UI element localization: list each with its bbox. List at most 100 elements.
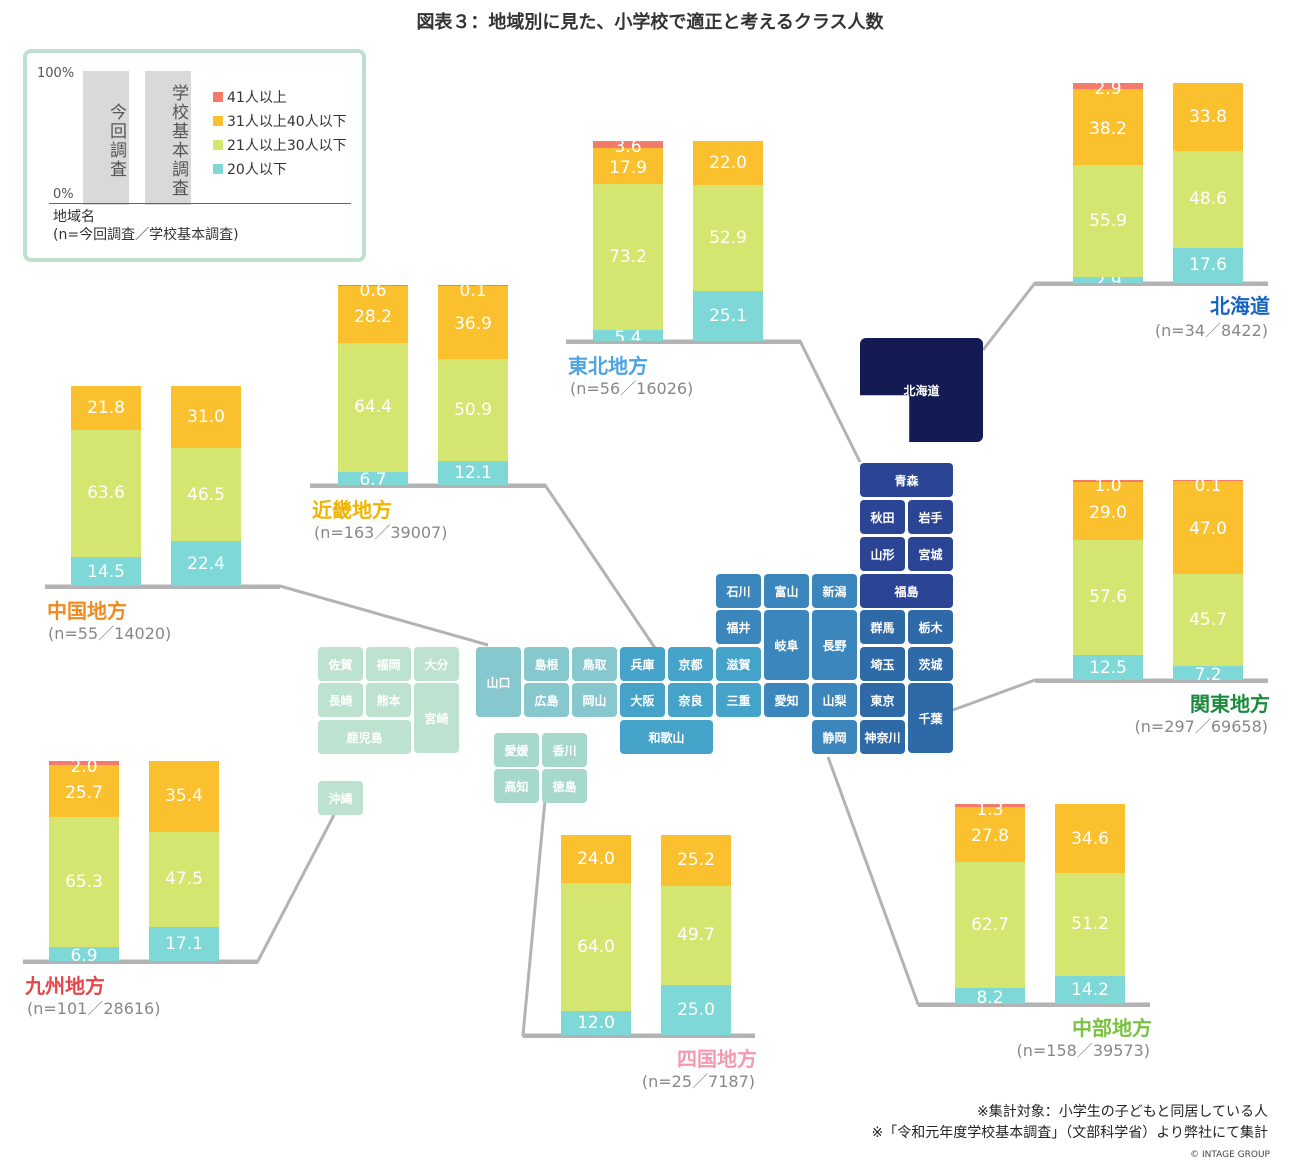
bar-segment — [1173, 665, 1243, 680]
pref-tile: 長野 — [812, 610, 857, 680]
data-label: 25.0 — [677, 1000, 715, 1020]
data-label: 12.5 — [1089, 657, 1127, 678]
pref-tile: 岡山 — [572, 683, 617, 717]
bar-segment — [661, 835, 731, 886]
bar-segment — [71, 386, 141, 430]
data-label: 52.9 — [709, 227, 747, 248]
bar-segment — [49, 761, 119, 766]
data-label: 45.7 — [1189, 609, 1227, 630]
legend-item-21-30: 21人以上30人以下 — [213, 137, 347, 155]
pref-tile: 広島 — [524, 683, 569, 717]
bar-segment — [593, 183, 663, 331]
pref-tile: 京都 — [668, 647, 713, 681]
data-label: 33.8 — [1189, 106, 1227, 127]
data-label: 73.2 — [609, 247, 647, 267]
data-label: 64.0 — [577, 937, 615, 957]
bar-segment — [1073, 89, 1143, 166]
pref-tile: 茨城 — [908, 647, 953, 681]
chart-title: 図表３：地域別に見た、小学校で適正と考えるクラス人数 — [416, 12, 884, 33]
bar-segment — [561, 1011, 631, 1035]
data-label: 0.1 — [1194, 476, 1222, 496]
pref-tile: 山梨 — [812, 683, 857, 717]
data-label: 17.6 — [1189, 255, 1227, 276]
data-label: 22.4 — [187, 553, 225, 574]
bar-hokkaido-survey: 2.9 55.9 38.2 2.9 — [1073, 79, 1143, 292]
data-label: 47.5 — [165, 869, 203, 890]
bar-segment — [1073, 165, 1143, 278]
data-label: 25.1 — [709, 305, 747, 326]
region-n-shikoku: (n=25／7187) — [641, 1072, 755, 1091]
bar-segment — [338, 342, 408, 472]
region-name-chugoku: 中国地方 — [47, 599, 127, 623]
data-label: 8.2 — [976, 987, 1004, 1008]
data-label: 12.0 — [577, 1013, 615, 1033]
bar-kanto-official: 7.2 45.7 47.0 0.1 — [1173, 476, 1243, 685]
data-label: 22.0 — [709, 153, 747, 173]
data-label: 24.0 — [577, 849, 615, 869]
region-name-kinki: 近畿地方 — [312, 498, 392, 522]
bar-segment — [561, 835, 631, 883]
region-name-kanto: 関東地方 — [1190, 692, 1270, 716]
pref-tile: 香川 — [542, 733, 587, 767]
data-label: 29.0 — [1089, 502, 1127, 523]
bar-segment — [338, 285, 408, 287]
bar-segment — [955, 804, 1025, 807]
data-label: 35.4 — [165, 786, 203, 807]
baseline-hokkaido — [1035, 283, 1268, 286]
bar-segment — [661, 885, 731, 985]
legend-foot-region: 地域名 — [53, 209, 95, 225]
region-n-chubu: (n=158／39573) — [1016, 1041, 1150, 1060]
region-n-hokkaido: (n=34／8422) — [1154, 321, 1268, 340]
bar-segment — [1073, 539, 1143, 655]
data-label: 1.3 — [976, 800, 1004, 820]
bar-kyushu-survey: 6.9 65.3 25.7 2.0 — [49, 757, 119, 966]
pref-tile: 熊本 — [366, 683, 411, 717]
bar-chugoku-survey: 14.5 63.6 21.8 — [71, 386, 141, 586]
data-label: 38.2 — [1089, 119, 1127, 140]
bar-segment — [49, 765, 119, 817]
bar-segment — [693, 290, 763, 341]
data-label: 34.6 — [1071, 828, 1109, 849]
bar-segment — [338, 471, 408, 485]
data-label: 55.9 — [1089, 211, 1127, 232]
pref-tile: 愛媛 — [494, 733, 539, 767]
pref-tile: 宮城 — [908, 537, 953, 571]
bar-segment — [171, 448, 241, 542]
data-label: 57.6 — [1089, 587, 1127, 608]
bar-segment — [1073, 481, 1143, 540]
bar-segment — [1055, 975, 1125, 1004]
baseline-tohoku — [566, 341, 800, 344]
bar-segment — [1055, 804, 1125, 874]
bar-segment — [338, 286, 408, 343]
pref-tile: 和歌山 — [620, 720, 713, 754]
pref-tile: 高知 — [494, 769, 539, 803]
data-label: 2.9 — [1094, 79, 1122, 100]
pref-tile: 秋田 — [860, 500, 905, 534]
pref-tile: 山口 — [476, 647, 521, 717]
region-name-chubu: 中部地方 — [1072, 1016, 1152, 1040]
pref-tile: 山形 — [860, 537, 905, 571]
data-label: 47.0 — [1189, 519, 1227, 540]
region-name-tohoku: 東北地方 — [568, 354, 648, 378]
bar-segment — [593, 140, 663, 148]
pref-tile: 岐阜 — [764, 610, 809, 680]
pref-tile: 東京 — [860, 683, 905, 717]
legend-swatch — [213, 164, 223, 174]
bar-segment — [438, 285, 508, 359]
bar-segment — [693, 185, 763, 291]
bar-hokkaido-official: 17.6 48.6 33.8 — [1173, 83, 1243, 283]
bar-segment — [1173, 83, 1243, 151]
pref-tile: 青森 — [860, 463, 953, 497]
pref-tile: 兵庫 — [620, 647, 665, 681]
baseline-chubu — [918, 1004, 1150, 1007]
legend-baseline — [49, 203, 351, 204]
bar-kinki-official: 12.1 50.9 36.9 0.1 — [438, 281, 508, 485]
pref-tile: 静岡 — [812, 720, 857, 754]
pref-tile: 鳥取 — [572, 647, 617, 681]
region-n-chugoku: (n=55／14020) — [48, 624, 172, 643]
data-label: 25.2 — [677, 850, 715, 871]
pref-tile: 石川 — [716, 574, 761, 608]
pref-tile: 滋賀 — [716, 647, 761, 681]
data-label: 25.7 — [65, 782, 103, 803]
pref-tile: 沖縄 — [318, 781, 363, 815]
